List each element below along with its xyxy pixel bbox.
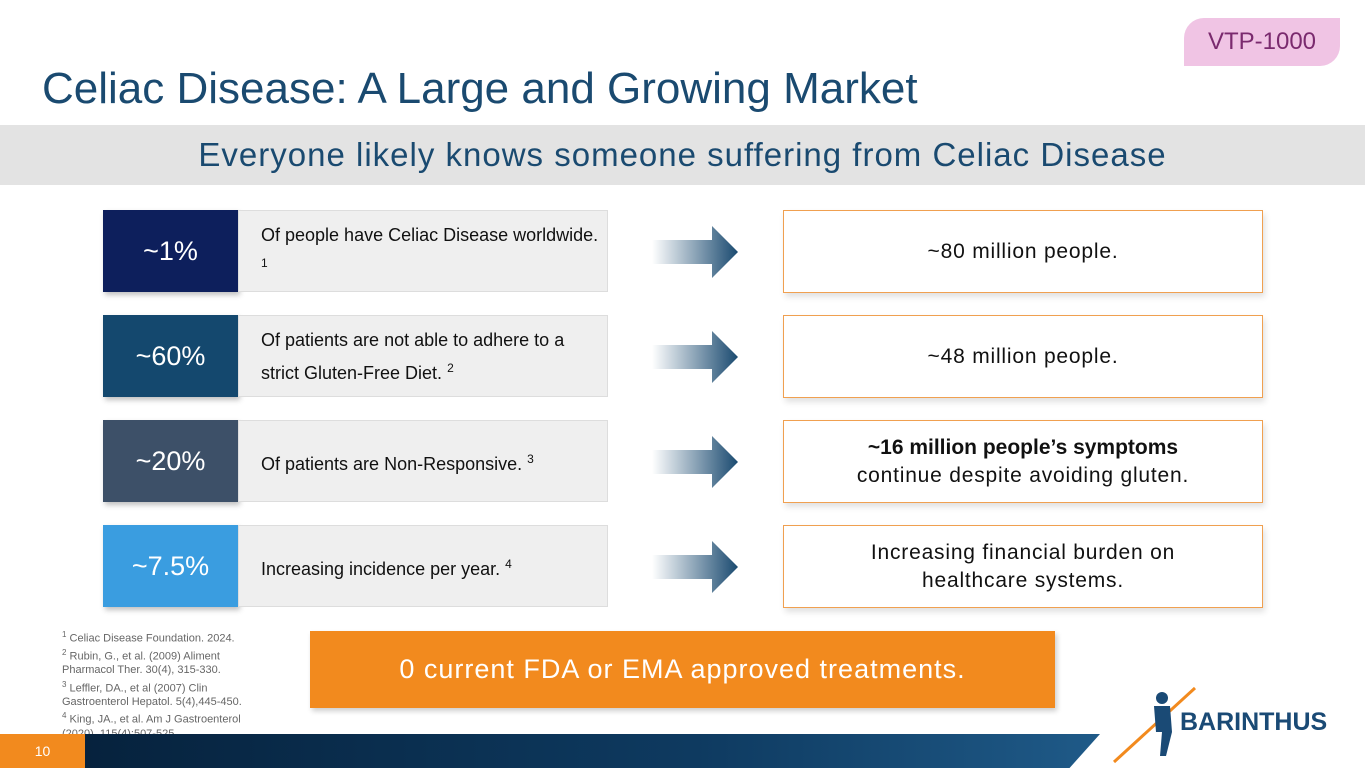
footnote: 2 Rubin, G., et al. (2009) Aliment Pharm…: [62, 646, 257, 678]
description: Of patients are Non-Responsive. 3: [261, 445, 534, 478]
description: Of patients are not able to adhere to a …: [261, 326, 607, 387]
description-text: Increasing incidence per year.: [261, 558, 501, 579]
result: continue despite avoiding gluten.: [856, 463, 1190, 487]
footnote-ref: 4: [62, 711, 67, 721]
stat-box: ~1%: [103, 210, 238, 292]
description-box: Increasing incidence per year. 4: [238, 525, 608, 607]
footnote-ref: 1: [62, 630, 67, 639]
footer-bar: [85, 734, 1100, 768]
stat-box: ~20%: [103, 420, 238, 502]
footnote-ref: 2: [62, 648, 67, 658]
reference: 3: [527, 451, 534, 466]
footnote-text: Celiac Disease Foundation. 2024.: [69, 632, 235, 645]
arrow: [652, 436, 738, 488]
footnote-text: Leffler, DA., et al (2007) Clin Gastroen…: [62, 682, 242, 708]
reference: 2: [447, 360, 454, 375]
description-text: Of patients are not able to adhere to a …: [261, 329, 565, 383]
description: Increasing incidence per year. 4: [261, 550, 512, 583]
arrow: [652, 541, 738, 593]
result-bold: ~16 million people’s symptoms: [867, 435, 1179, 459]
badge: VTP-1000: [1184, 18, 1340, 66]
title: Celiac Disease: A Large and Growing Mark…: [42, 64, 918, 113]
result-box: ~16 million people’s symptoms continue de…: [783, 420, 1263, 503]
page-number: 10: [0, 734, 85, 768]
result-box: Increasing financial burden on healthcar…: [783, 525, 1263, 608]
footnote: 1 Celiac Disease Foundation. 2024.: [62, 628, 257, 646]
result: Increasing financial burden on healthcar…: [870, 540, 1176, 592]
footnote-text: Rubin, G., et al. (2009) Aliment Pharmac…: [62, 650, 221, 677]
description-box: Of patients are not able to adhere to a …: [238, 315, 608, 397]
logo-figure: [1112, 686, 1197, 764]
banner: Everyone likely knows someone suffering …: [0, 125, 1365, 185]
footnotes: 1 Celiac Disease Foundation. 2024. 2 Rubi…: [62, 628, 257, 741]
arrow: [652, 226, 738, 278]
result-box: ~80 million people.: [783, 210, 1263, 293]
description-text: Of people have Celiac Disease worldwide.: [261, 224, 599, 245]
description-box: Of people have Celiac Disease worldwide.…: [238, 210, 608, 292]
description: Of people have Celiac Disease worldwide.…: [261, 221, 607, 282]
reference: 1: [261, 255, 268, 270]
description-box: Of patients are Non-Responsive. 3: [238, 420, 608, 502]
footnote: 3 Leffler, DA., et al (2007) Clin Gastro…: [62, 678, 257, 710]
callout: 0 current FDA or EMA approved treatments…: [310, 631, 1055, 708]
reference: 4: [505, 556, 512, 571]
result: ~80 million people.: [927, 239, 1119, 263]
stat-box: ~60%: [103, 315, 238, 397]
footnote-ref: 3: [62, 679, 67, 689]
logo: BARINTHUS: [1180, 708, 1328, 736]
result: ~48 million people.: [927, 344, 1119, 368]
description-text: Of patients are Non-Responsive.: [261, 453, 523, 474]
stat-box: ~7.5%: [103, 525, 238, 607]
result-box: ~48 million people.: [783, 315, 1263, 398]
arrow: [652, 331, 738, 383]
